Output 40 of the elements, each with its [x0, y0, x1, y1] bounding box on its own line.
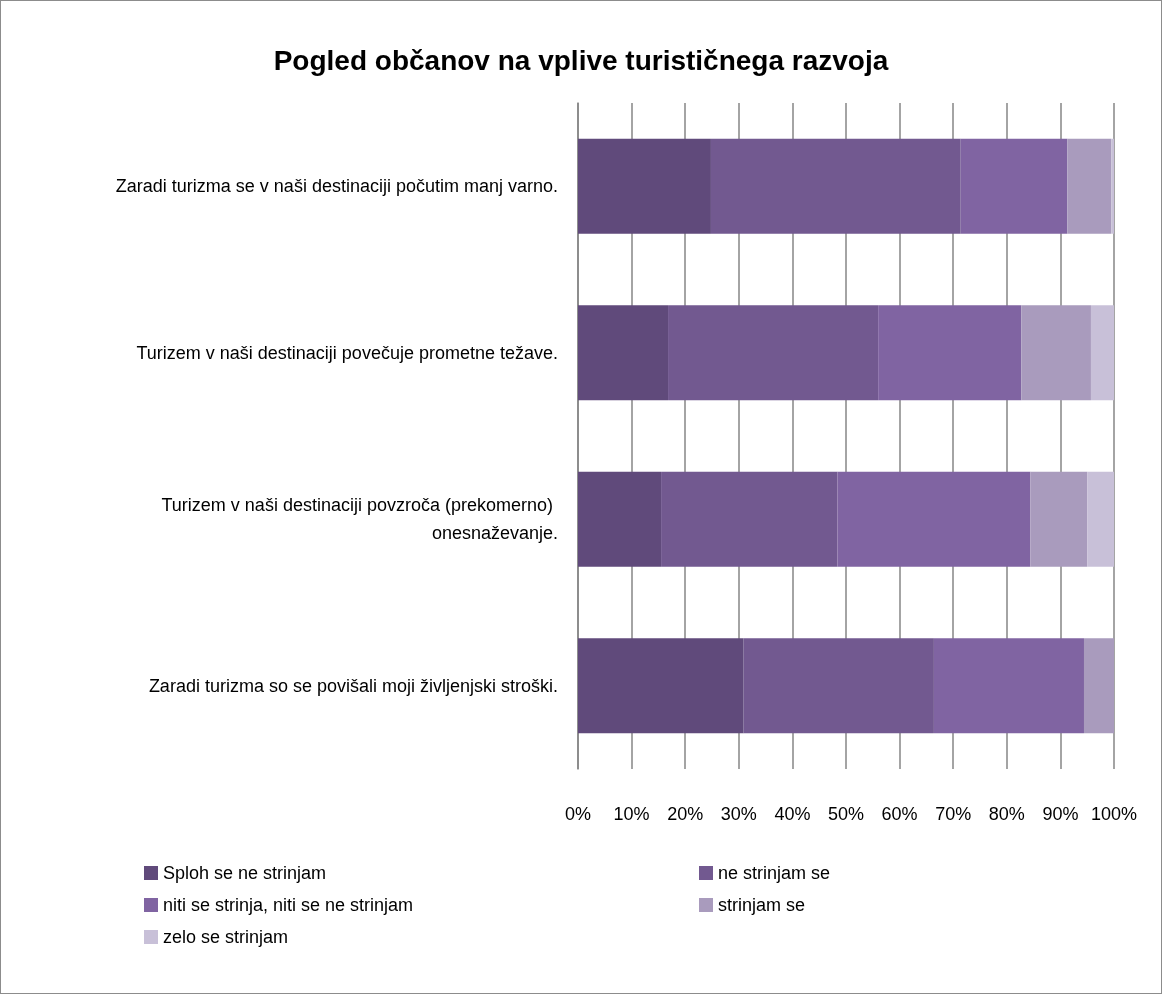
x-tick-label: 20%: [667, 804, 704, 824]
bar: [1067, 138, 1112, 234]
x-tick-label: 60%: [881, 804, 918, 824]
bar: [743, 638, 934, 734]
y-tick-label: Turizem v naši destinaciji povečuje prometne težave.: [136, 342, 558, 363]
bar: [960, 138, 1068, 234]
x-tick-label: 0%: [564, 804, 592, 824]
bar: [578, 638, 744, 734]
bar: [578, 138, 711, 234]
bar: [1087, 471, 1114, 567]
bar: [1030, 471, 1088, 567]
x-tick-label: 90%: [1042, 804, 1079, 824]
y-tick-label: Turizem v naši destinaciji povzroča (prekomerno) onesnaževanje.: [161, 495, 558, 544]
bar: [1090, 305, 1114, 401]
y-tick-label: Zaradi turizma so se povišali moji življenjski stroški.: [148, 675, 558, 696]
x-tick-label: 100%: [1090, 804, 1138, 824]
legend-label: zelo se strinjam: [163, 927, 289, 947]
bar: [1083, 638, 1114, 734]
legend-label: Sploh se ne strinjam: [163, 863, 327, 883]
y-tick-label: Zaradi turizma se v naši destinaciji počutim manj varno.: [115, 176, 558, 197]
x-tick-label: 30%: [720, 804, 757, 824]
x-tick-label: 70%: [935, 804, 972, 824]
legend-label: ne strinjam se: [718, 863, 831, 883]
legend-label: strinjam se: [718, 895, 806, 915]
bar: [578, 471, 662, 567]
chart-title: Pogled občanov na vplive turističnega razvoja: [273, 44, 889, 76]
bar: [1111, 138, 1114, 234]
x-tick-label: 10%: [613, 804, 650, 824]
x-tick-label: 80%: [988, 804, 1025, 824]
bar: [668, 305, 879, 401]
bar: [710, 138, 961, 234]
bar: [878, 305, 1022, 401]
bar: [661, 471, 838, 567]
legend-label: niti se strinja, niti se ne strinjam: [163, 895, 414, 915]
x-tick-label: 50%: [827, 804, 865, 824]
bar: [1021, 305, 1091, 401]
bar: [578, 305, 669, 401]
x-tick-label: 40%: [774, 804, 811, 824]
bar: [933, 638, 1084, 734]
bar: [837, 471, 1031, 567]
